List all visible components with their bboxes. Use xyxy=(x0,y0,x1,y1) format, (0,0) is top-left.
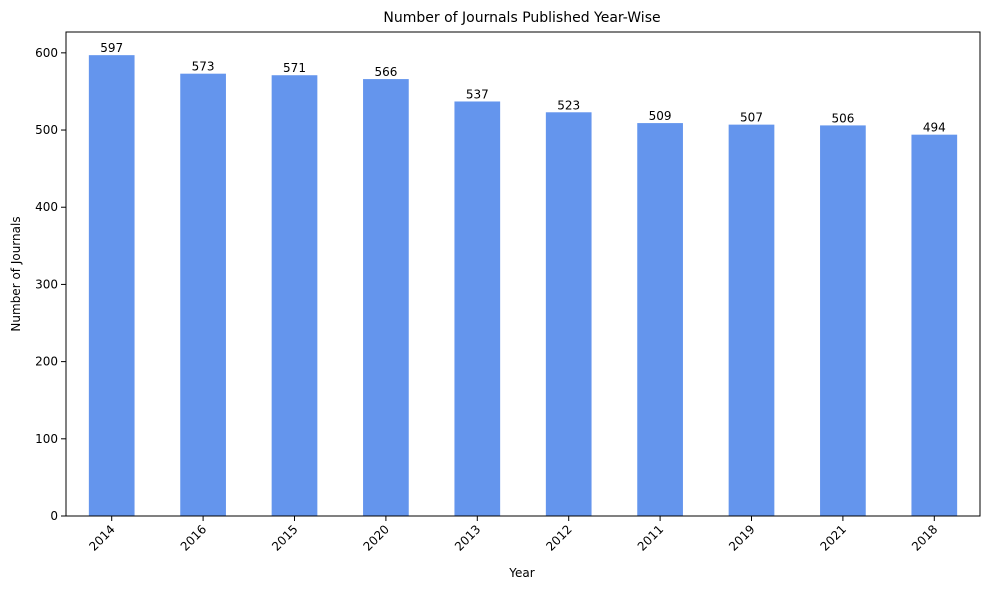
y-axis-label: Number of Journals xyxy=(9,216,23,331)
y-tick-label-100: 100 xyxy=(35,432,58,446)
y-tick-label-600: 600 xyxy=(35,46,58,60)
data-labels-group: 597 573 571 566 537 523 509 507 506 494 xyxy=(100,41,946,135)
x-tick-label-2019: 2019 xyxy=(726,522,757,553)
x-tick-label-2011: 2011 xyxy=(635,522,666,553)
x-tick-label-2015: 2015 xyxy=(269,522,300,553)
x-tick-label-2018: 2018 xyxy=(909,522,940,553)
x-axis-label: Year xyxy=(508,566,534,580)
bar-2021 xyxy=(820,125,866,517)
bar-2013 xyxy=(454,101,501,516)
data-label-2014: 597 xyxy=(100,41,123,55)
x-tick-label-2021: 2021 xyxy=(818,522,849,553)
x-tick-label-2012: 2012 xyxy=(543,522,574,553)
x-tick-label-2013: 2013 xyxy=(452,522,483,553)
data-label-2019: 507 xyxy=(740,111,763,125)
bar-2011 xyxy=(637,123,683,517)
data-label-2020: 566 xyxy=(374,65,397,79)
x-tick-label-2020: 2020 xyxy=(361,522,392,553)
data-label-2012: 523 xyxy=(557,98,580,112)
data-label-2013: 537 xyxy=(466,87,489,101)
y-tick-label-300: 300 xyxy=(35,277,58,291)
y-axis: 0 100 200 300 400 500 600 xyxy=(35,46,66,523)
data-label-2015: 571 xyxy=(283,61,306,75)
data-label-2016: 573 xyxy=(192,60,215,74)
y-tick-label-200: 200 xyxy=(35,355,58,369)
plot-frame xyxy=(65,31,981,517)
data-label-2018: 494 xyxy=(923,121,946,135)
x-tick-label-2014: 2014 xyxy=(86,522,117,553)
bar-2015 xyxy=(271,75,318,516)
bar-2016 xyxy=(180,73,226,517)
bar-2019 xyxy=(728,124,775,516)
bar-2014 xyxy=(88,55,135,516)
bar-2020 xyxy=(363,79,409,517)
bar-2018 xyxy=(911,134,958,516)
x-tick-label-2016: 2016 xyxy=(178,522,209,553)
y-tick-label-0: 0 xyxy=(50,509,58,523)
data-label-2011: 509 xyxy=(649,109,672,123)
data-label-2021: 506 xyxy=(831,111,854,125)
chart-title: Number of Journals Published Year-Wise xyxy=(383,10,660,26)
y-tick-label-400: 400 xyxy=(35,200,58,214)
bar-2012 xyxy=(545,112,592,516)
y-tick-label-500: 500 xyxy=(35,123,58,137)
x-axis: 2014 2016 2015 2020 2013 2012 2011 2019 2021 2018 xyxy=(86,516,940,554)
bars-group xyxy=(88,55,958,517)
